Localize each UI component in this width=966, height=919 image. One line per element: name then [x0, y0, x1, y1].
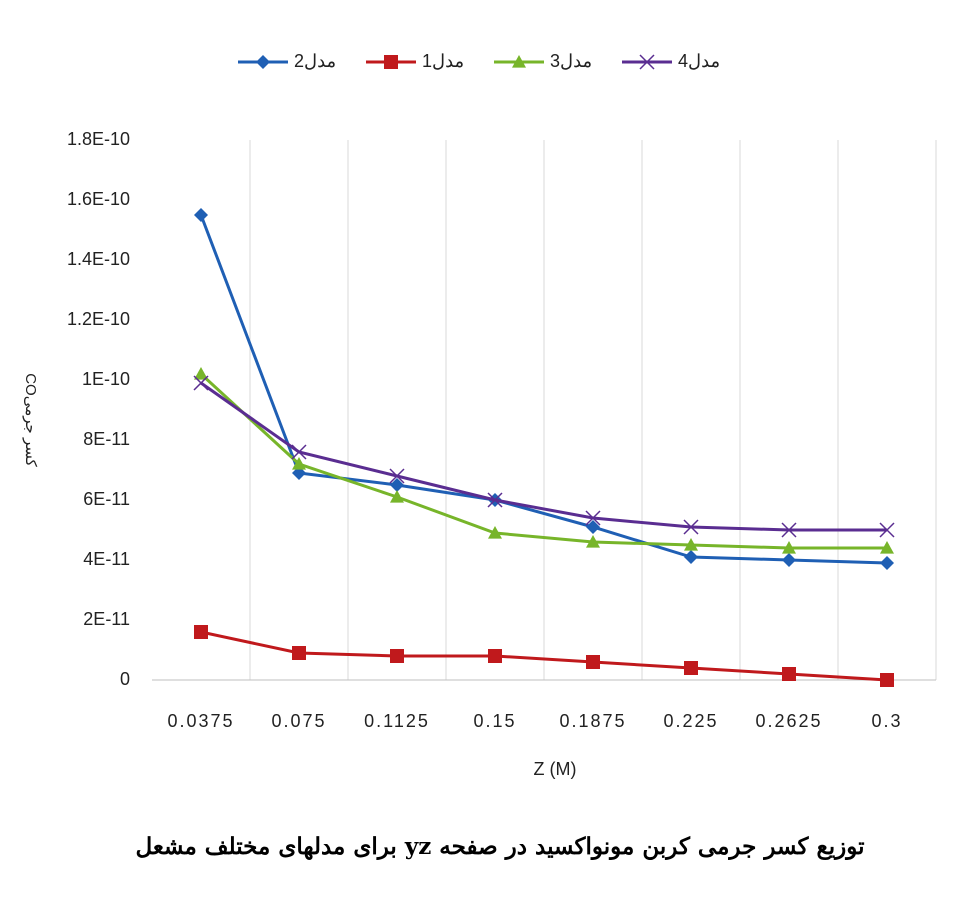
marker [194, 208, 208, 222]
legend-label: مدل2 [294, 51, 336, 71]
x-tick-label: 0.2625 [755, 711, 822, 731]
marker [194, 367, 208, 380]
y-tick-label: 8E-11 [83, 429, 130, 449]
marker [389, 468, 405, 484]
marker [586, 520, 600, 534]
marker [781, 522, 797, 538]
marker [194, 625, 208, 639]
y-tick-label: 6E-11 [83, 489, 130, 509]
y-tick-label: 2E-11 [83, 609, 130, 629]
marker [193, 375, 209, 391]
marker [390, 649, 404, 663]
y-tick-label: 1.4E-10 [67, 249, 130, 269]
marker [586, 535, 600, 548]
x-tick-label: 0.1125 [364, 711, 430, 731]
legend-item: مدل1 [366, 51, 464, 71]
marker [585, 510, 601, 526]
x-tick-label: 0.1875 [559, 711, 626, 731]
x-tick-label: 0.225 [663, 711, 718, 731]
marker [291, 444, 307, 460]
chart-title: توزیع کسر جرمی کربن مونواکسید در صفحه yz… [135, 833, 865, 861]
series-line [199, 214, 888, 565]
marker [256, 55, 270, 69]
y-axis-label: COکسر جرمی [22, 373, 39, 467]
legend-label: مدل4 [678, 51, 720, 71]
y-tick-label: 1.8E-10 [67, 129, 130, 149]
series-line [200, 630, 888, 682]
legend-item: مدل2 [238, 51, 336, 71]
marker [488, 649, 502, 663]
marker [488, 526, 502, 539]
marker [292, 457, 306, 470]
marker [880, 541, 894, 554]
marker [684, 550, 698, 564]
y-tick-label: 0 [120, 669, 130, 689]
marker [879, 522, 895, 538]
x-tick-label: 0.075 [271, 711, 326, 731]
legend-label: مدل3 [550, 51, 592, 71]
marker [880, 556, 894, 570]
x-tick-label: 0.15 [473, 711, 516, 731]
y-tick-label: 1E-10 [82, 369, 130, 389]
marker [292, 646, 306, 660]
y-tick-label: 1.2E-10 [67, 309, 130, 329]
x-axis-label: Z (M) [534, 759, 577, 779]
marker [782, 553, 796, 567]
marker [782, 667, 796, 681]
legend-item: مدل4 [622, 51, 720, 71]
y-tick-label: 4E-11 [83, 549, 130, 569]
legend-item: مدل3 [494, 51, 592, 71]
marker [487, 492, 503, 508]
marker [782, 541, 796, 554]
x-tick-label: 0.3 [871, 711, 902, 731]
marker [384, 55, 398, 69]
marker [390, 490, 404, 503]
marker [684, 538, 698, 551]
marker [684, 661, 698, 675]
series-line [200, 381, 887, 532]
marker [880, 673, 894, 687]
marker [390, 478, 404, 492]
marker [586, 655, 600, 669]
series-line [199, 372, 887, 550]
legend-label: مدل1 [422, 51, 464, 71]
marker [639, 54, 655, 70]
y-tick-label: 1.6E-10 [67, 189, 130, 209]
x-tick-label: 0.0375 [167, 711, 234, 731]
marker [683, 519, 699, 535]
marker [512, 55, 526, 68]
